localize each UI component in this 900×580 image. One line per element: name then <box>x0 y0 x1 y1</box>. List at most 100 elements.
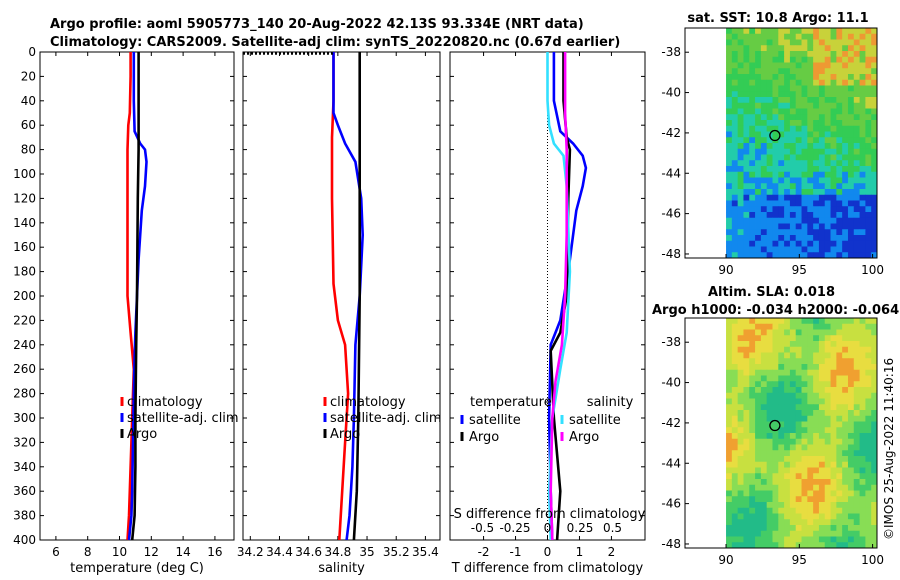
heatmap-cell <box>807 137 814 144</box>
x-tick-label: 0 <box>544 545 552 559</box>
heatmap-cell <box>853 212 860 219</box>
heatmap-cell <box>778 171 785 178</box>
heatmap-cell <box>871 62 878 69</box>
heatmap-cell <box>755 85 762 92</box>
heatmap-cell <box>847 461 855 468</box>
heatmap-cell <box>801 496 808 503</box>
heatmap-cell <box>772 235 779 242</box>
heatmap-cell <box>830 223 837 230</box>
heatmap-cell <box>760 456 768 463</box>
heatmap-cell <box>853 352 860 359</box>
heatmap-cell <box>749 341 756 348</box>
heatmap-cell <box>731 427 739 434</box>
heatmap-cell <box>871 358 878 365</box>
heatmap-cell <box>789 323 797 330</box>
heatmap-cell <box>818 427 826 434</box>
heatmap-cell <box>784 341 791 348</box>
heatmap-cell <box>726 502 733 509</box>
heatmap-cell <box>871 433 878 440</box>
heatmap-cell <box>760 252 768 259</box>
heatmap-cell <box>853 33 860 40</box>
heatmap-cell <box>813 323 820 330</box>
heatmap-cell <box>766 114 773 121</box>
heatmap-cell <box>784 240 791 247</box>
temperature-profile-panel: 6 8 10 12 14 16020406080100120140160180200220… <box>13 45 239 576</box>
heatmap-cell <box>795 323 802 330</box>
heatmap-cell <box>789 519 797 526</box>
heatmap-cell <box>824 85 831 92</box>
heatmap-cell <box>842 341 849 348</box>
heatmap-cell <box>737 392 744 399</box>
heatmap-cell <box>737 490 744 497</box>
heatmap-cell <box>778 404 785 411</box>
heatmap-cell <box>830 148 837 155</box>
heatmap-cell <box>801 352 808 359</box>
heatmap-cell <box>859 148 866 155</box>
heatmap-cell <box>859 206 866 213</box>
heatmap-cell <box>824 323 831 330</box>
heatmap-cell <box>743 206 750 213</box>
heatmap-cell <box>865 108 872 115</box>
heatmap-cell <box>766 85 773 92</box>
legend-label: Argo <box>330 427 360 442</box>
heatmap-cell <box>847 74 855 81</box>
heatmap-cell <box>766 143 773 150</box>
heatmap-cell <box>749 450 756 457</box>
heatmap-cell <box>830 114 837 121</box>
heatmap-cell <box>766 33 773 40</box>
heatmap-cell <box>784 229 791 236</box>
heatmap-cell <box>842 125 849 132</box>
heatmap-cell <box>836 335 843 342</box>
heatmap-cell <box>789 200 797 207</box>
heatmap-cell <box>772 530 779 537</box>
heatmap-cell <box>830 519 837 526</box>
heatmap-cell <box>847 206 855 213</box>
heatmap-cell <box>859 375 866 382</box>
heatmap-cell <box>842 329 849 336</box>
heatmap-cell <box>871 369 878 376</box>
heatmap-cell <box>743 183 750 190</box>
heatmap-cell <box>766 189 773 196</box>
heatmap-cell <box>818 143 826 150</box>
heatmap-cell <box>731 240 739 247</box>
heatmap-cell <box>807 223 814 230</box>
heatmap-cell <box>731 364 739 371</box>
heatmap-cell <box>842 102 849 109</box>
heatmap-cell <box>801 519 808 526</box>
heatmap-cell <box>737 421 744 428</box>
heatmap-cell <box>818 229 826 236</box>
heatmap-cell <box>830 206 837 213</box>
y-tick-label: -42 <box>661 126 681 140</box>
heatmap-cell <box>801 62 808 69</box>
heatmap-cell <box>813 536 820 543</box>
heatmap-cell <box>749 131 756 138</box>
heatmap-cell <box>795 392 802 399</box>
heatmap-cell <box>824 473 831 480</box>
heatmap-cell <box>871 450 878 457</box>
heatmap-cell <box>766 433 773 440</box>
heatmap-cell <box>842 513 849 520</box>
heatmap-cell <box>801 148 808 155</box>
heatmap-cell <box>749 530 756 537</box>
heatmap-cell <box>743 415 750 422</box>
heatmap-cell <box>749 177 756 184</box>
heatmap-cell <box>784 381 791 388</box>
heatmap-cell <box>853 444 860 451</box>
heatmap-cell <box>836 177 843 184</box>
heatmap-cell <box>731 421 739 428</box>
heatmap-cell <box>766 415 773 422</box>
heatmap-cell <box>726 229 733 236</box>
heatmap-cell <box>853 154 860 161</box>
heatmap-cell <box>830 341 837 348</box>
heatmap-cell <box>726 137 733 144</box>
heatmap-cell <box>865 39 872 46</box>
heatmap-cell <box>865 223 872 230</box>
heatmap-cell <box>784 252 791 259</box>
heatmap-cell <box>749 456 756 463</box>
heatmap-cell <box>853 223 860 230</box>
heatmap-cell <box>842 404 849 411</box>
heatmap-cell <box>836 490 843 497</box>
heatmap-cell <box>743 212 750 219</box>
heatmap-cell <box>842 346 849 353</box>
heatmap-cell <box>818 329 826 336</box>
